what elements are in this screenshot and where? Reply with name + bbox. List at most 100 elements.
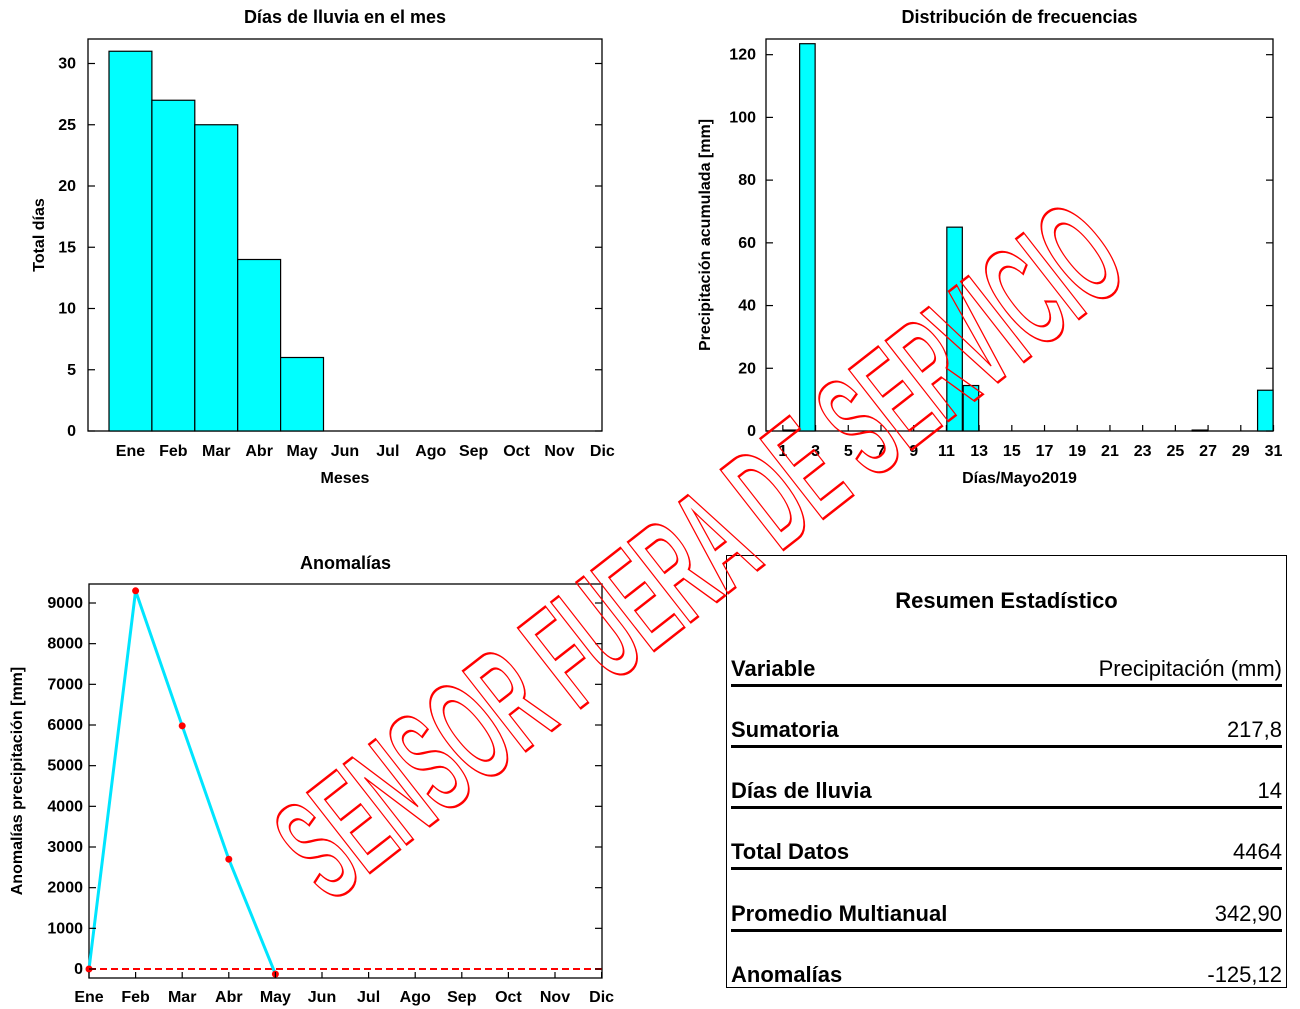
x-tick-label: Jun — [308, 989, 336, 1006]
stats-label: Sumatoria — [731, 717, 839, 742]
stats-value: 4464 — [1233, 839, 1282, 864]
data-point — [225, 855, 233, 863]
y-tick-label: 10 — [58, 301, 76, 318]
y-tick-label: 100 — [729, 109, 756, 126]
x-tick-label: 11 — [938, 443, 955, 460]
x-tick-label: 15 — [1003, 443, 1021, 460]
x-tick-label: 19 — [1068, 443, 1086, 460]
stats-label: Días de lluvia — [731, 778, 872, 803]
y-tick-label: 20 — [738, 360, 756, 377]
y-tick-label: 8000 — [47, 636, 83, 653]
data-point — [132, 587, 140, 595]
x-tick-label: Ene — [74, 989, 103, 1006]
stats-row-dias-lluvia: Días de lluvia 14 — [731, 770, 1282, 809]
y-axis-label: Precipitación acumulada [mm] — [697, 119, 714, 351]
bar — [194, 124, 239, 432]
y-tick-label: 5000 — [47, 758, 83, 775]
x-tick-label: 3 — [811, 443, 820, 460]
x-tick-label: 13 — [970, 443, 988, 460]
x-tick-label: Sep — [447, 989, 477, 1006]
chart-title: Anomalías — [300, 553, 391, 573]
x-tick-label: 7 — [877, 443, 886, 460]
x-tick-label: Abr — [215, 989, 243, 1006]
stats-label: Anomalías — [731, 962, 843, 987]
x-tick-label: Ene — [116, 443, 145, 460]
x-tick-label: 27 — [1199, 443, 1217, 460]
data-point — [178, 722, 186, 730]
x-tick-label: 29 — [1232, 443, 1250, 460]
x-tick-label: Dic — [590, 443, 615, 460]
x-tick-label: Oct — [503, 443, 530, 460]
stats-row-promedio: Promedio Multianual 342,90 — [731, 893, 1282, 932]
stats-row-variable: Variable Precipitación (mm) — [731, 648, 1282, 687]
y-tick-label: 9000 — [47, 595, 83, 612]
y-tick-label: 30 — [58, 56, 76, 73]
y-tick-label: 2000 — [47, 880, 83, 897]
bar — [1256, 389, 1274, 432]
x-tick-label: May — [286, 443, 317, 460]
x-tick-label: Dic — [589, 989, 614, 1006]
y-tick-label: 40 — [738, 298, 756, 315]
bar — [237, 258, 282, 432]
x-tick-label: Jul — [357, 989, 380, 1006]
stats-title: Resumen Estadístico — [895, 588, 1118, 613]
y-tick-label: 0 — [74, 961, 83, 978]
x-tick-label: 23 — [1134, 443, 1152, 460]
y-tick-label: 20 — [58, 178, 76, 195]
stats-label: Promedio Multianual — [731, 901, 948, 926]
x-tick-label: Oct — [495, 989, 522, 1006]
y-tick-label: 7000 — [47, 676, 83, 693]
stats-value: 342,90 — [1214, 901, 1282, 926]
x-tick-label: Sep — [459, 443, 489, 460]
y-tick-label: 80 — [738, 172, 756, 189]
x-tick-label: Jul — [376, 443, 399, 460]
x-tick-label: 1 — [778, 443, 787, 460]
x-tick-label: Nov — [540, 989, 570, 1006]
x-tick-label: 31 — [1265, 443, 1283, 460]
x-tick-label: Ago — [400, 989, 431, 1006]
stats-label: Variable — [731, 656, 816, 681]
bar — [782, 429, 800, 432]
x-tick-label: Feb — [159, 443, 188, 460]
bar — [151, 99, 196, 432]
x-tick-label: Nov — [544, 443, 574, 460]
x-tick-label: 25 — [1166, 443, 1184, 460]
x-tick-label: Jun — [331, 443, 359, 460]
x-axis-label: Meses — [321, 470, 370, 487]
bar — [280, 356, 325, 432]
stats-value: 217,8 — [1226, 717, 1282, 742]
y-tick-label: 1000 — [47, 920, 83, 937]
y-axis-label: Anomalías precipitación [mm] — [9, 667, 26, 896]
x-tick-label: 5 — [844, 443, 853, 460]
x-tick-label: May — [260, 989, 291, 1006]
stats-value: Precipitación (mm) — [1098, 656, 1282, 681]
plot-frame — [88, 583, 603, 979]
x-tick-label: Mar — [168, 989, 196, 1006]
x-tick-label: Feb — [121, 989, 150, 1006]
plot-frame — [765, 38, 1274, 432]
y-tick-label: 25 — [58, 117, 76, 134]
x-tick-label: 9 — [909, 443, 918, 460]
stats-summary-table: Resumen Estadístico Variable Precipitaci… — [726, 555, 1287, 988]
x-tick-label: Ago — [415, 443, 446, 460]
bar — [946, 226, 963, 432]
stats-label: Total Datos — [731, 839, 850, 864]
x-axis-label: Días/Mayo2019 — [962, 470, 1077, 487]
y-axis-label: Total días — [31, 198, 48, 272]
y-tick-label: 3000 — [47, 839, 83, 856]
stats-row-anomalias: Anomalías -125,12 — [731, 954, 1282, 990]
chart-title: Distribución de frecuencias — [901, 7, 1137, 27]
bar — [1191, 429, 1209, 432]
y-tick-label: 4000 — [47, 798, 83, 815]
x-tick-label: Abr — [245, 443, 273, 460]
y-tick-label: 15 — [58, 239, 76, 256]
y-tick-label: 60 — [738, 235, 756, 252]
x-tick-label: 21 — [1101, 443, 1119, 460]
stats-row-total-datos: Total Datos 4464 — [731, 831, 1282, 870]
bar — [962, 384, 980, 432]
stats-row-sumatoria: Sumatoria 217,8 — [731, 709, 1282, 748]
stats-value: -125,12 — [1207, 962, 1282, 987]
stats-value: 14 — [1257, 778, 1282, 803]
x-tick-label: Mar — [202, 443, 230, 460]
